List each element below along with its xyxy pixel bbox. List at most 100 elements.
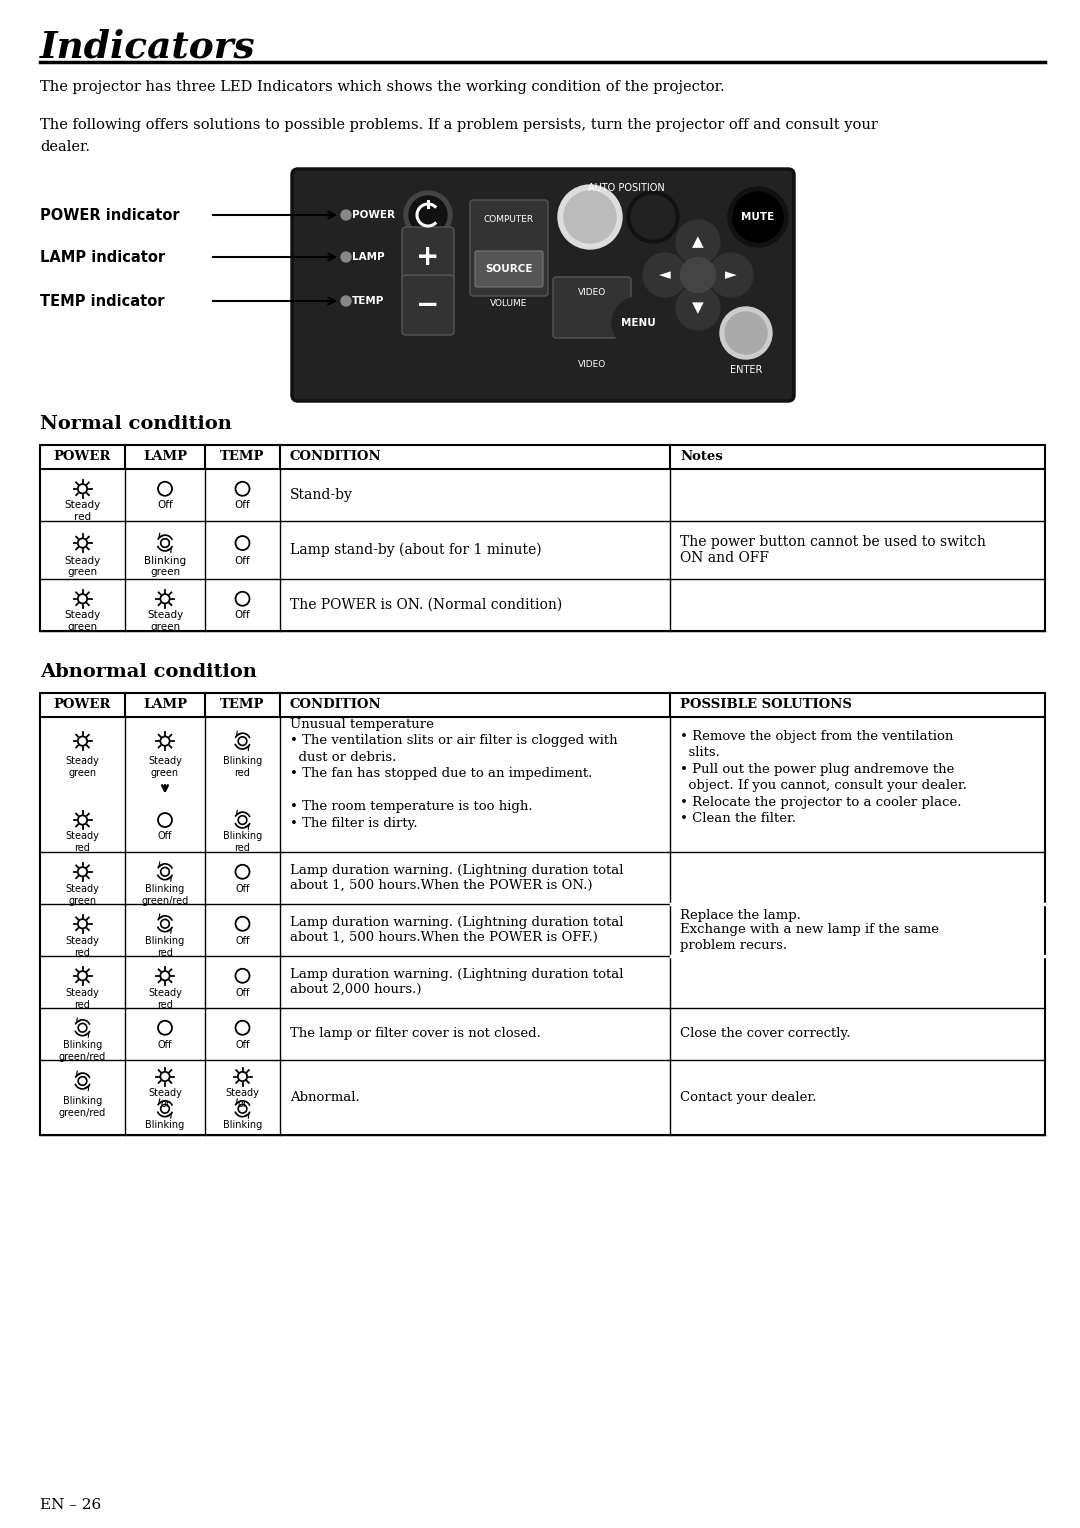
- Circle shape: [558, 185, 622, 249]
- Text: Stand-by: Stand-by: [291, 487, 353, 503]
- FancyBboxPatch shape: [470, 200, 548, 296]
- Text: Blinking: Blinking: [222, 1120, 262, 1131]
- Text: Steady
green: Steady green: [148, 756, 181, 778]
- Circle shape: [676, 220, 720, 264]
- Text: Blinking
green/red: Blinking green/red: [141, 885, 189, 906]
- Text: Off: Off: [234, 556, 251, 565]
- Text: VIDEO: VIDEO: [578, 287, 606, 296]
- Text: LAMP indicator: LAMP indicator: [40, 249, 165, 264]
- Text: EN – 26: EN – 26: [40, 1497, 102, 1513]
- FancyBboxPatch shape: [402, 275, 454, 335]
- Text: Steady
green: Steady green: [66, 756, 99, 778]
- Text: SOURCE: SOURCE: [485, 264, 532, 274]
- Text: Unusual temperature
• The ventilation slits or air filter is clogged with
  dust: Unusual temperature • The ventilation sl…: [291, 718, 618, 830]
- FancyBboxPatch shape: [553, 277, 631, 338]
- Text: POWER: POWER: [54, 449, 111, 463]
- Text: Normal condition: Normal condition: [40, 416, 232, 432]
- Circle shape: [720, 307, 772, 359]
- Text: POWER indicator: POWER indicator: [40, 208, 179, 223]
- Text: LAMP: LAMP: [143, 449, 187, 463]
- Circle shape: [725, 312, 767, 354]
- Circle shape: [612, 296, 664, 348]
- Text: TEMP: TEMP: [220, 697, 265, 711]
- Text: ◄: ◄: [659, 267, 671, 283]
- Text: Steady
red: Steady red: [65, 500, 100, 521]
- Circle shape: [733, 193, 783, 241]
- Text: +: +: [416, 243, 440, 270]
- Text: Steady
red: Steady red: [148, 989, 181, 1010]
- Circle shape: [409, 196, 447, 234]
- Text: POWER: POWER: [54, 697, 111, 711]
- Text: • Remove the object from the ventilation
  slits.
• Pull out the power plug andr: • Remove the object from the ventilation…: [680, 730, 967, 825]
- FancyBboxPatch shape: [402, 228, 454, 287]
- Text: Steady
green: Steady green: [65, 610, 100, 631]
- Text: The lamp or filter cover is not closed.: The lamp or filter cover is not closed.: [291, 1027, 541, 1041]
- Text: AUTO POSITION: AUTO POSITION: [588, 183, 665, 193]
- Text: MUTE: MUTE: [741, 212, 774, 222]
- Text: POWER: POWER: [352, 209, 395, 220]
- Text: Steady
green: Steady green: [65, 556, 100, 578]
- Text: Steady
red: Steady red: [66, 989, 99, 1010]
- Text: ENTER: ENTER: [730, 365, 762, 374]
- Text: POSSIBLE SOLUTIONS: POSSIBLE SOLUTIONS: [680, 697, 852, 711]
- Text: ▼: ▼: [692, 301, 704, 315]
- Circle shape: [341, 296, 351, 306]
- Text: Off: Off: [234, 610, 251, 620]
- Circle shape: [708, 254, 753, 296]
- Circle shape: [341, 252, 351, 261]
- Text: Blinking
green/red: Blinking green/red: [59, 1096, 106, 1117]
- Text: ▲: ▲: [692, 234, 704, 249]
- Text: Off: Off: [235, 989, 249, 998]
- Text: Off: Off: [235, 1041, 249, 1050]
- Text: Steady
red: Steady red: [66, 937, 99, 958]
- Text: The POWER is ON. (Normal condition): The POWER is ON. (Normal condition): [291, 597, 563, 613]
- Circle shape: [728, 186, 788, 248]
- Text: Steady
green: Steady green: [66, 885, 99, 906]
- Text: Indicators: Indicators: [40, 28, 256, 66]
- Text: Blinking
green/red: Blinking green/red: [59, 1041, 106, 1062]
- Text: Steady
red: Steady red: [66, 831, 99, 853]
- Text: The projector has three LED Indicators which shows the working condition of the : The projector has three LED Indicators w…: [40, 79, 725, 95]
- Text: TEMP: TEMP: [352, 296, 384, 306]
- Text: COMPUTER: COMPUTER: [484, 215, 535, 225]
- Text: Lamp duration warning. (Lightning duration total
about 1, 500 hours.When the POW: Lamp duration warning. (Lightning durati…: [291, 915, 623, 944]
- Circle shape: [643, 254, 687, 296]
- Text: Lamp stand-by (about for 1 minute): Lamp stand-by (about for 1 minute): [291, 542, 542, 558]
- Text: Lamp duration warning. (Lightning duration total
about 2,000 hours.): Lamp duration warning. (Lightning durati…: [291, 969, 623, 996]
- Text: Abnormal condition: Abnormal condition: [40, 663, 257, 681]
- Text: MENU: MENU: [621, 318, 656, 329]
- Text: dealer.: dealer.: [40, 141, 90, 154]
- Circle shape: [627, 191, 679, 243]
- Text: CONDITION: CONDITION: [291, 697, 381, 711]
- Text: −: −: [417, 290, 440, 319]
- Text: Close the cover correctly.: Close the cover correctly.: [680, 1027, 851, 1041]
- Text: LAMP: LAMP: [352, 252, 384, 261]
- Text: Off: Off: [158, 1041, 172, 1050]
- Text: The power button cannot be used to switch
ON and OFF: The power button cannot be used to switc…: [680, 535, 986, 565]
- Text: Lamp duration warning. (Lightning duration total
about 1, 500 hours.When the POW: Lamp duration warning. (Lightning durati…: [291, 863, 623, 892]
- Text: VOLUME: VOLUME: [490, 299, 528, 309]
- Circle shape: [564, 191, 616, 243]
- Text: Blinking
green: Blinking green: [144, 556, 186, 578]
- Text: Off: Off: [157, 500, 173, 510]
- Circle shape: [631, 196, 675, 238]
- FancyBboxPatch shape: [292, 170, 794, 400]
- Text: CONDITION: CONDITION: [291, 449, 381, 463]
- Text: Steady
or: Steady or: [226, 1088, 259, 1109]
- Text: Blinking
red: Blinking red: [146, 937, 185, 958]
- Text: ►: ►: [725, 267, 737, 283]
- Circle shape: [341, 209, 351, 220]
- Text: The following offers solutions to possible problems. If a problem persists, turn: The following offers solutions to possib…: [40, 118, 878, 131]
- Circle shape: [404, 191, 453, 238]
- Text: Blinking
red: Blinking red: [222, 756, 262, 778]
- Bar: [40, 694, 1045, 717]
- Text: TEMP: TEMP: [220, 449, 265, 463]
- Text: Off: Off: [234, 500, 251, 510]
- Text: Replace the lamp.
Exchange with a new lamp if the same
problem recurs.: Replace the lamp. Exchange with a new la…: [680, 909, 939, 952]
- Text: Blinking
red: Blinking red: [222, 831, 262, 853]
- Text: LAMP: LAMP: [143, 697, 187, 711]
- Text: Steady
green: Steady green: [147, 610, 184, 631]
- Text: TEMP indicator: TEMP indicator: [40, 293, 164, 309]
- Text: Abnormal.: Abnormal.: [291, 1091, 360, 1105]
- Text: Blinking: Blinking: [146, 1120, 185, 1131]
